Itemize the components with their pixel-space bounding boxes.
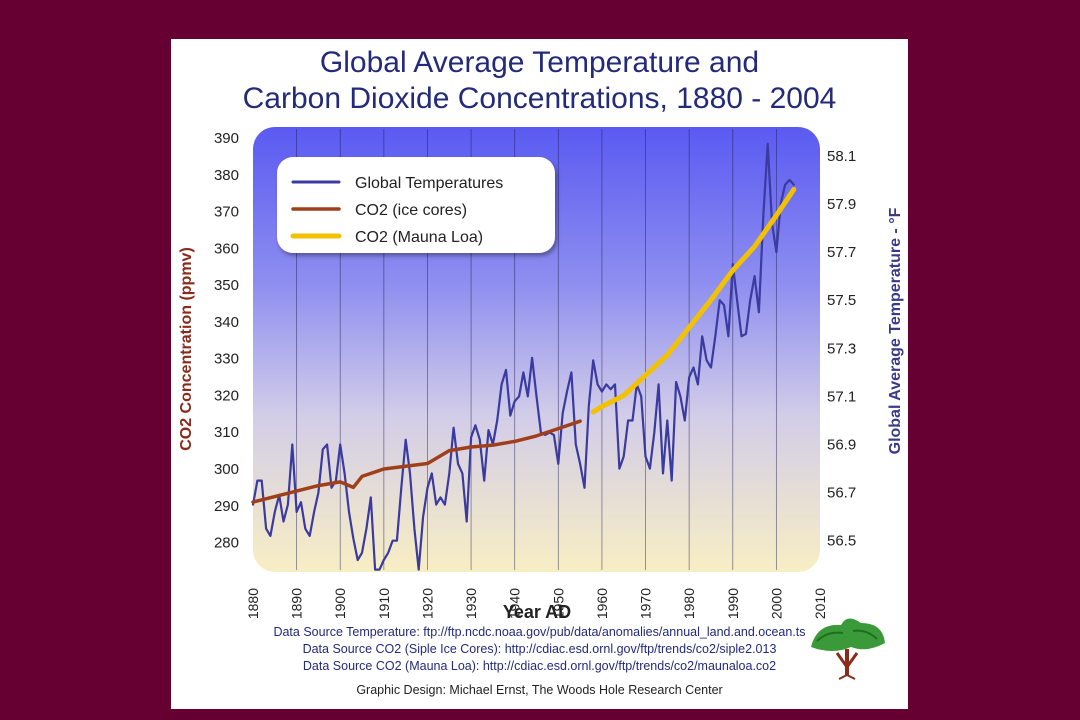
y-left-tick-label: 290 xyxy=(214,498,239,515)
chart-plot: 1880 1890 1900 1910 1920 1930 1940 1950 1960 1970… xyxy=(178,127,904,680)
chart-title: Global Average Temperature and Carbon Di… xyxy=(171,45,908,117)
y-left-tick-label: 330 xyxy=(214,351,239,368)
legend-box xyxy=(277,157,555,253)
x-tick-label: 2010 xyxy=(812,588,828,619)
y-right-tick-label: 56.9 xyxy=(827,437,856,454)
x-axis-label: Year AD xyxy=(503,602,571,622)
y-left-tick-label: 370 xyxy=(214,204,239,221)
title-line-1: Global Average Temperature and xyxy=(319,46,760,79)
legend-label: CO2 (Mauna Loa) xyxy=(355,229,483,246)
series-line-temperature xyxy=(251,142,795,571)
y-left-tick-label: 390 xyxy=(214,130,239,147)
x-tick-label: 1960 xyxy=(594,588,610,619)
y-left-tick-label: 340 xyxy=(214,314,239,331)
title-line-2: Carbon Dioxide Concentrations, 1880 - 20… xyxy=(242,82,837,115)
y-right-tick-label: 57.9 xyxy=(827,196,856,213)
y-right-tick-label: 56.7 xyxy=(827,485,856,502)
chart-card: Global Average Temperature and Carbon Di… xyxy=(171,39,908,709)
tree-logo-icon xyxy=(811,618,885,680)
y-right-tick-label: 57.1 xyxy=(827,388,856,405)
y-left-tick-label: 350 xyxy=(214,277,239,294)
x-tick-label: 1900 xyxy=(332,588,348,619)
x-tick-label: 1970 xyxy=(638,588,654,619)
x-tick-label: 1880 xyxy=(245,588,261,619)
y-axis-left-label: CO2 Concentration (ppmv) xyxy=(178,247,195,451)
y-left-tick-label: 360 xyxy=(214,240,239,257)
source-mauna-loa: Data Source CO2 (Mauna Loa): http://cdia… xyxy=(302,659,777,673)
y-right-tick-label: 58.1 xyxy=(827,148,856,165)
x-tick-label: 1910 xyxy=(376,588,392,619)
legend-label: Global Temperatures xyxy=(355,175,503,192)
y-right-tick-label: 57.5 xyxy=(827,292,856,309)
x-tick-label: 1990 xyxy=(725,588,741,619)
series-line-co2-ice-cores xyxy=(251,419,582,504)
y-left-tick-label: 380 xyxy=(214,167,239,184)
y-left-tick-label: 320 xyxy=(214,387,239,404)
y-right-tick-label: 57.3 xyxy=(827,340,856,357)
y-left-tick-label: 280 xyxy=(214,535,239,552)
legend-label: CO2 (ice cores) xyxy=(355,202,467,219)
x-tick-label: 1950 xyxy=(550,588,566,619)
series-line-co2-mauna-loa xyxy=(590,187,797,415)
y-right-tick-label: 56.5 xyxy=(827,533,856,550)
source-temperature: Data Source Temperature: ftp://ftp.ncdc.… xyxy=(273,625,806,639)
x-tick-label: 2000 xyxy=(768,588,784,619)
y-left-tick-label: 300 xyxy=(214,461,239,478)
x-tick-label: 1930 xyxy=(463,588,479,619)
x-tick-label: 1890 xyxy=(289,588,305,619)
y-left-tick-label: 310 xyxy=(214,424,239,441)
source-ice-cores: Data Source CO2 (Siple Ice Cores): http:… xyxy=(302,642,777,656)
design-credit: Graphic Design: Michael Ernst, The Woods… xyxy=(356,683,723,697)
x-tick-label: 1920 xyxy=(419,588,435,619)
x-tick-label: 1940 xyxy=(507,588,523,619)
y-right-tick-label: 57.7 xyxy=(827,244,856,261)
x-tick-label: 1980 xyxy=(681,588,697,619)
y-axis-right-label: Global Average Temperature - °F xyxy=(887,207,904,454)
